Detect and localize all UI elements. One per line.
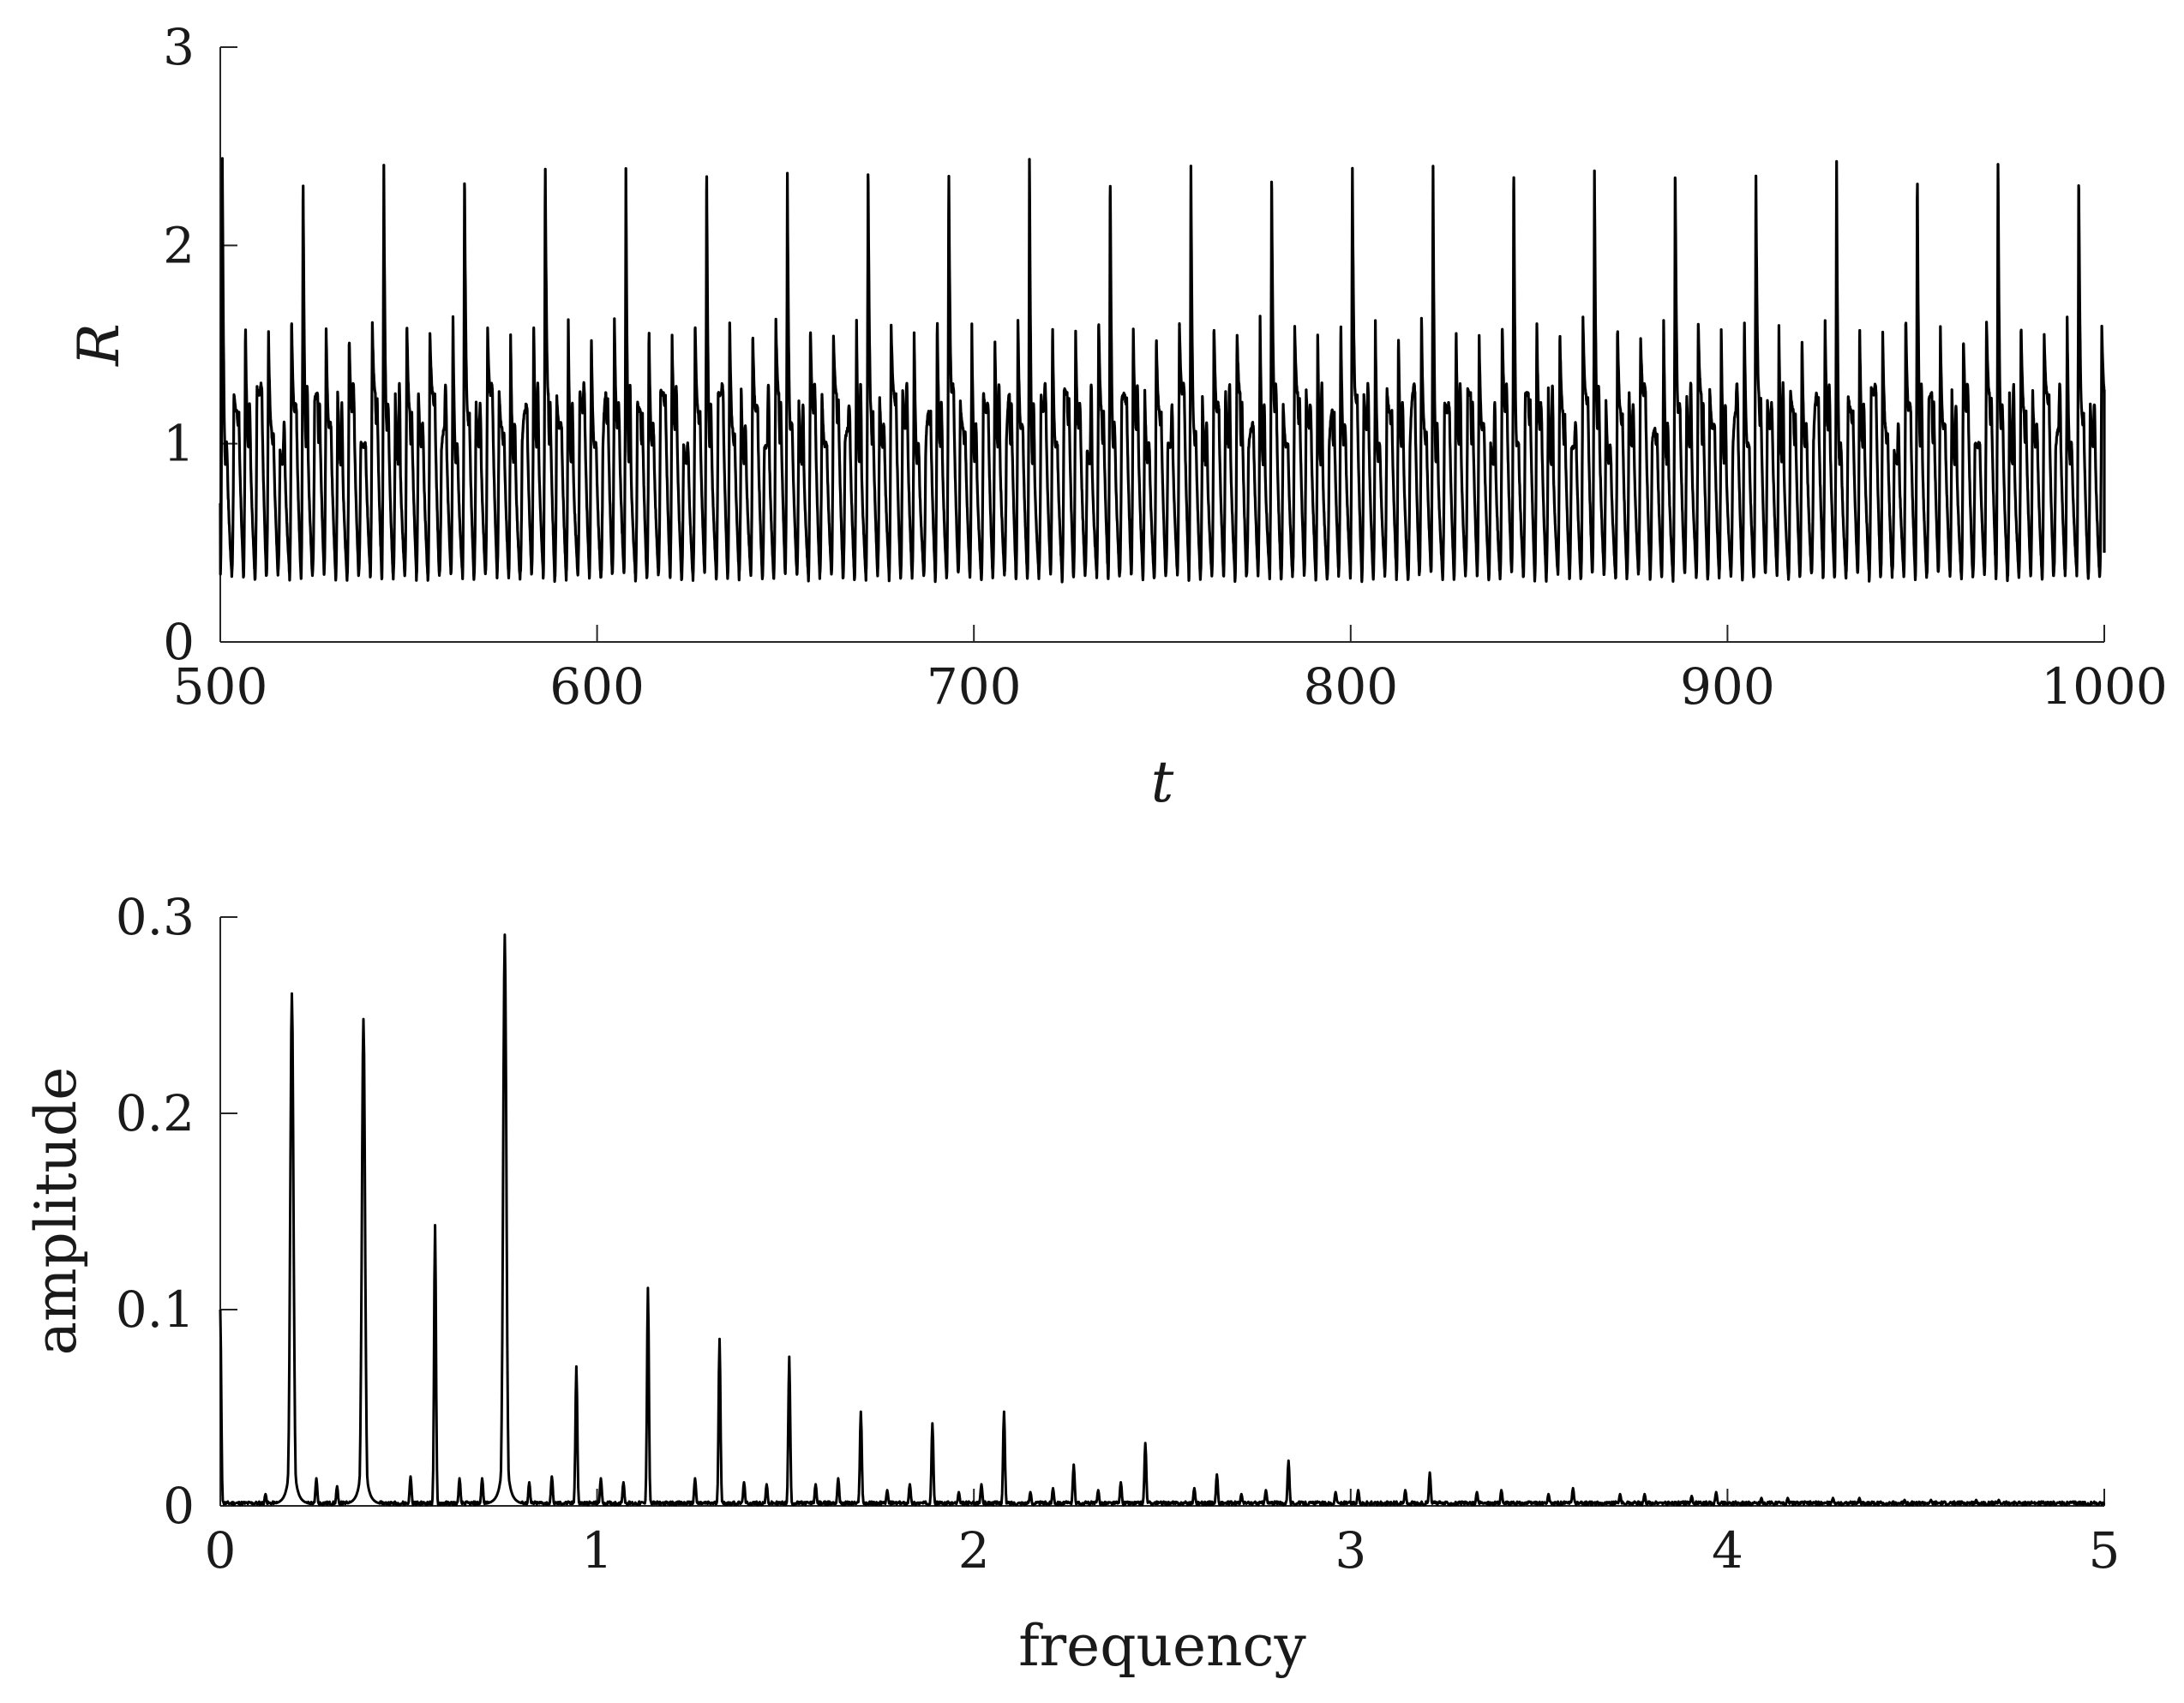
- bottom-y-axis-label: amplitude: [23, 1067, 89, 1356]
- x-tick-label: 1: [581, 1521, 613, 1580]
- top-x-axis-label: t: [1151, 749, 1174, 815]
- r-time-series-line: [219, 157, 2106, 584]
- y-tick-label: 0: [163, 1477, 195, 1535]
- x-tick-label: 700: [927, 657, 1022, 716]
- y-tick-label: 1: [163, 415, 195, 473]
- time-series-plot: 500 600 700 800 900 1000 0 1 2 3 t R: [66, 18, 2168, 815]
- x-tick-label: 800: [1303, 657, 1398, 716]
- y-tick-label: 2: [163, 216, 195, 274]
- amplitude-spectrum-line: [219, 933, 2106, 1507]
- bottom-x-axis-label: frequency: [1018, 1613, 1306, 1679]
- x-tick-label: 2: [958, 1521, 990, 1580]
- y-tick-label: 0.3: [116, 888, 195, 946]
- x-tick-label: 5: [2089, 1521, 2121, 1580]
- y-tick-label: 3: [163, 18, 195, 76]
- x-tick-label: 4: [1712, 1521, 1743, 1580]
- bottom-tick-labels: 0 1 2 3 4 5 0 0.1 0.2 0.3: [116, 888, 2121, 1580]
- y-tick-label: 0.1: [116, 1280, 195, 1339]
- y-tick-label: 0.2: [116, 1084, 195, 1142]
- x-tick-label: 0: [205, 1521, 237, 1580]
- x-tick-label: 500: [173, 657, 268, 716]
- x-tick-label: 3: [1335, 1521, 1366, 1580]
- spectrum-plot: 0 1 2 3 4 5 0 0.1 0.2 0.3 frequency amplitude: [23, 888, 2120, 1679]
- x-tick-label: 600: [549, 657, 645, 716]
- top-tick-labels: 500 600 700 800 900 1000 0 1 2 3: [163, 18, 2168, 716]
- x-tick-label: 900: [1680, 657, 1775, 716]
- y-tick-label: 0: [163, 613, 195, 671]
- top-y-axis-label: R: [66, 323, 132, 367]
- x-tick-label: 1000: [2041, 657, 2168, 716]
